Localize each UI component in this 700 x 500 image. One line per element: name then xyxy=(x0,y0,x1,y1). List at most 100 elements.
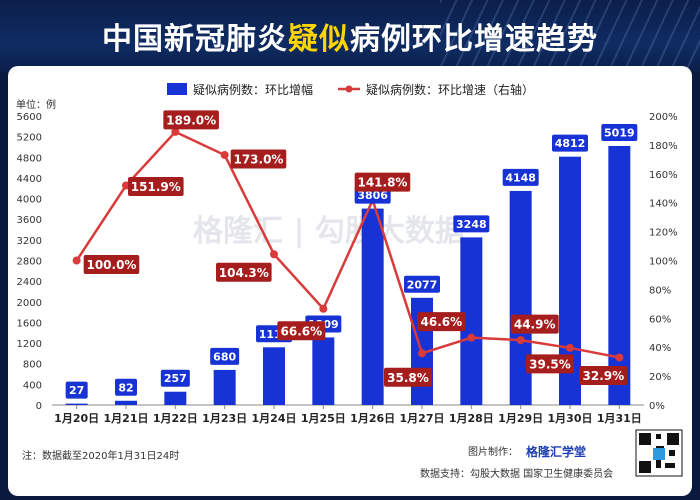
line-point xyxy=(467,333,476,342)
y-tick-label: 3200 xyxy=(17,236,42,247)
line-series xyxy=(75,130,620,359)
credit-brand: 格隆汇学堂 xyxy=(526,444,586,459)
legend: 疑似病例数：环比增幅 疑似病例数：环比增速（右轴） xyxy=(167,82,534,97)
bar xyxy=(361,208,384,405)
line-label-box xyxy=(216,262,272,282)
y2-tick-label: 20% xyxy=(649,372,671,383)
x-tick-label: 1月26日 xyxy=(350,412,395,425)
x-tick-label: 1月30日 xyxy=(548,412,593,425)
x-tick-label: 1月21日 xyxy=(104,412,149,425)
x-tick-label: 1月24日 xyxy=(252,412,297,425)
bar xyxy=(559,156,581,405)
line-point xyxy=(171,127,180,136)
chart-title: 中国新冠肺炎疑似病例环比增速趋势 xyxy=(0,14,700,58)
y2-tick-label: 180% xyxy=(649,141,678,152)
line-label-box xyxy=(83,255,140,274)
bar-value-label: 4148 xyxy=(505,171,536,184)
bar xyxy=(263,347,285,405)
bar xyxy=(608,145,631,405)
y2-axis-ticks: 0% 20% 40% 60% 80% 100% 120% 140% 160% 180% 200% xyxy=(649,112,678,412)
line-value-label: 100.0% xyxy=(86,258,136,272)
legend-line-marker xyxy=(345,85,353,93)
y2-tick-label: 200% xyxy=(649,112,678,123)
line-value-label: 104.3% xyxy=(219,266,269,280)
y-tick-label: 1600 xyxy=(17,318,42,329)
bridge-decoration xyxy=(440,0,700,72)
bar-label-box xyxy=(115,378,137,396)
line-value-label: 46.6% xyxy=(421,315,463,329)
line-point xyxy=(566,343,574,352)
line-label-box xyxy=(526,354,574,374)
chart-panel: 疑似病例数：环比增幅 疑似病例数：环比增速（右轴） 单位：例 格隆汇 | 勾股大… xyxy=(8,66,692,496)
bar xyxy=(213,369,236,405)
line-value-label: 35.8% xyxy=(387,371,429,385)
y-tick-label: 4000 xyxy=(17,195,42,206)
x-tick-label: 1月22日 xyxy=(153,412,198,425)
bar-value-label: 257 xyxy=(164,372,187,385)
legend-bar-swatch xyxy=(167,83,187,95)
x-tick-label: 1月31日 xyxy=(597,412,642,425)
bar-value-label: 5019 xyxy=(604,126,635,139)
y-tick-label: 5200 xyxy=(17,133,42,144)
bar-label-box xyxy=(552,134,588,152)
line-point xyxy=(615,353,624,362)
title-highlight: 疑似 xyxy=(288,22,350,57)
bar xyxy=(312,337,335,405)
y2-tick-label: 120% xyxy=(649,228,678,239)
bar xyxy=(115,400,137,405)
y-tick-label: 2000 xyxy=(17,298,42,309)
y2-tick-label: 60% xyxy=(649,314,671,325)
bar-label-box xyxy=(453,215,490,233)
legend-line-label: 疑似病例数：环比增速（右轴） xyxy=(366,82,534,97)
watermark: 格隆汇 | 勾股大数据 xyxy=(193,214,465,249)
line-value-label: 141.8% xyxy=(357,176,407,190)
bar-value-label: 3806 xyxy=(357,189,388,202)
line-value-label: 189.0% xyxy=(166,113,216,127)
line-label-box xyxy=(163,110,219,130)
y-tick-label: 2400 xyxy=(17,277,42,288)
line-value-label: 44.9% xyxy=(514,318,556,332)
footnote: 注：数据截至2020年1月31日24时 xyxy=(22,449,179,462)
line-point xyxy=(270,250,278,259)
line-point xyxy=(418,349,426,358)
bar-series xyxy=(65,145,631,405)
y2-tick-label: 100% xyxy=(649,257,678,268)
y-tick-label: 4800 xyxy=(17,153,42,164)
bar-value-label: 3248 xyxy=(456,218,487,231)
x-tick-label: 1月20日 xyxy=(54,412,99,425)
bar-value-label: 680 xyxy=(213,350,236,363)
legend-bar-label: 疑似病例数：环比增幅 xyxy=(193,82,313,97)
y2-tick-label: 140% xyxy=(649,199,678,210)
y-tick-label: 0 xyxy=(36,401,42,412)
y-axis-ticks: 0 400 800 1200 1600 2000 2400 2800 3200 3600 4000 4… xyxy=(17,112,42,412)
x-tick-label: 1月25日 xyxy=(301,412,346,425)
bar xyxy=(460,237,483,405)
credit-prefix: 图片制作： xyxy=(468,445,518,458)
line-point xyxy=(220,151,229,160)
y2-tick-label: 40% xyxy=(649,343,671,354)
line-label-box xyxy=(354,172,411,192)
y-tick-label: 5600 xyxy=(17,112,42,123)
line-value-label: 32.9% xyxy=(583,369,625,383)
title-part1: 中国新冠肺炎 xyxy=(102,22,288,57)
x-axis-ticks: 1月20日 1月21日 1月22日 1月23日 1月24日 1月25日 1月26日 1月27日… xyxy=(54,405,642,425)
y-tick-label: 800 xyxy=(23,360,42,371)
x-tick-label: 1月28日 xyxy=(449,412,494,425)
y-tick-label: 4400 xyxy=(17,174,42,185)
line-value-label: 66.6% xyxy=(281,324,323,338)
bar-value-label: 2077 xyxy=(407,278,438,291)
data-source: 数据支持：勾股大数据 国家卫生健康委员会 xyxy=(420,467,613,480)
line-point xyxy=(319,304,328,313)
bar xyxy=(164,391,187,405)
y-tick-label: 1200 xyxy=(17,339,42,350)
title-banner: 中国新冠肺炎疑似病例环比增速趋势 xyxy=(0,0,700,72)
line-point xyxy=(72,256,81,265)
line-value-label: 151.9% xyxy=(131,180,181,194)
qr-code xyxy=(635,429,683,477)
y2-tick-label: 0% xyxy=(649,401,665,412)
x-tick-label: 1月29日 xyxy=(498,412,543,425)
y-tick-label: 400 xyxy=(23,380,42,391)
bar-label-box xyxy=(160,369,190,387)
line-value-label: 173.0% xyxy=(233,153,283,167)
